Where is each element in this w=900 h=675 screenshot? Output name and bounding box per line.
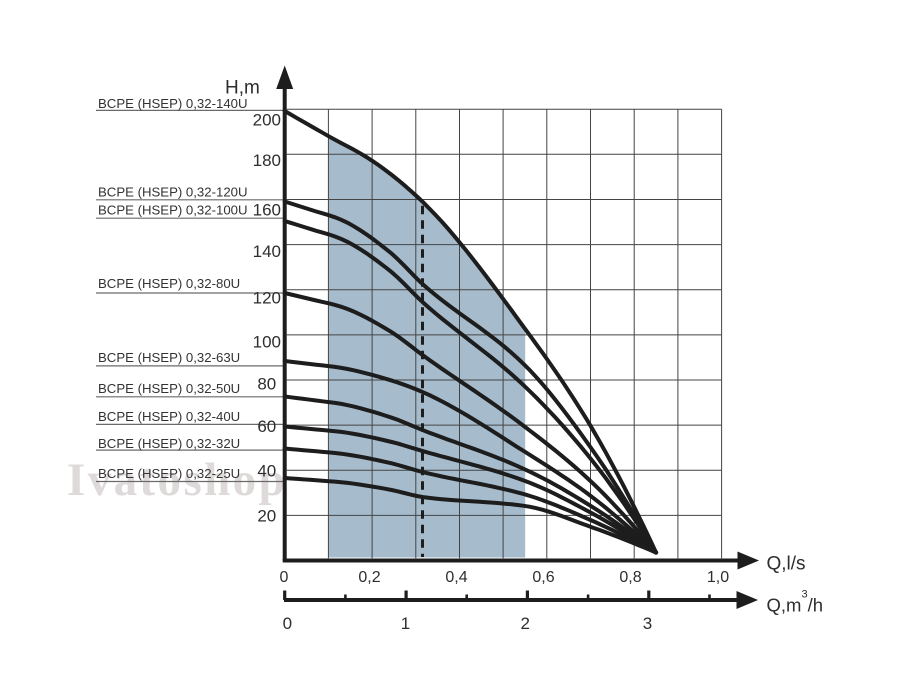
svg-text:BCPE (HSEP) 0,32-25U: BCPE (HSEP) 0,32-25U	[98, 466, 240, 481]
svg-text:H,m: H,m	[225, 78, 260, 99]
svg-text:2: 2	[520, 614, 529, 633]
svg-text:3: 3	[643, 614, 652, 633]
svg-text:Q,l/s: Q,l/s	[767, 554, 806, 575]
svg-text:180: 180	[253, 151, 281, 170]
svg-text:40: 40	[257, 461, 276, 480]
svg-text:60: 60	[257, 417, 276, 436]
svg-text:BCPE (HSEP) 0,32-100U: BCPE (HSEP) 0,32-100U	[98, 202, 248, 217]
svg-text:0,4: 0,4	[445, 569, 467, 586]
svg-text:BCPE (HSEP) 0,32-32U: BCPE (HSEP) 0,32-32U	[98, 436, 240, 451]
svg-text:1: 1	[401, 614, 410, 633]
svg-text:200: 200	[253, 111, 281, 130]
svg-text:120: 120	[253, 289, 281, 308]
svg-text:0: 0	[283, 614, 292, 633]
svg-text:0,2: 0,2	[358, 569, 380, 586]
svg-text:100: 100	[253, 333, 281, 352]
svg-text:0,6: 0,6	[532, 569, 554, 586]
svg-text:80: 80	[257, 375, 276, 394]
svg-text:BCPE (HSEP) 0,32-50U: BCPE (HSEP) 0,32-50U	[98, 381, 240, 396]
svg-text:0,8: 0,8	[619, 569, 641, 586]
svg-text:1,0: 1,0	[707, 569, 729, 586]
svg-text:BCPE (HSEP) 0,32-40U: BCPE (HSEP) 0,32-40U	[98, 409, 240, 424]
svg-text:BCPE (HSEP) 0,32-140U: BCPE (HSEP) 0,32-140U	[98, 96, 248, 111]
svg-text:0: 0	[280, 569, 289, 586]
svg-text:160: 160	[253, 201, 281, 220]
svg-text:BCPE (HSEP) 0,32-120U: BCPE (HSEP) 0,32-120U	[98, 184, 248, 199]
svg-text:140: 140	[253, 242, 281, 261]
svg-text:BCPE (HSEP) 0,32-80U: BCPE (HSEP) 0,32-80U	[98, 276, 240, 291]
svg-text:BCPE (HSEP) 0,32-63U: BCPE (HSEP) 0,32-63U	[98, 350, 240, 365]
svg-text:Q,m3/h: Q,m3/h	[767, 589, 824, 616]
svg-text:20: 20	[257, 506, 276, 525]
